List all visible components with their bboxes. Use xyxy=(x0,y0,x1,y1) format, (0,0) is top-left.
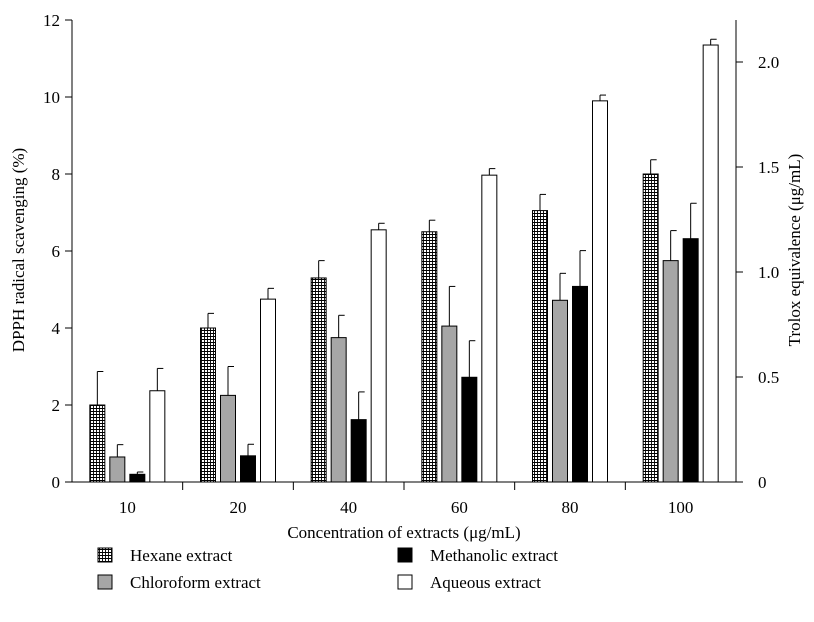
bar xyxy=(532,210,548,483)
y-tick-label: 2 xyxy=(52,396,61,415)
axis-labels: Concentration of extracts (μg/mL) DPPH r… xyxy=(9,148,804,542)
y-tick-label: 12 xyxy=(43,11,60,30)
bar xyxy=(220,394,236,483)
x-axis-title: Concentration of extracts (μg/mL) xyxy=(287,523,520,542)
legend-swatch xyxy=(397,547,413,563)
legend-label: Chloroform extract xyxy=(130,573,261,592)
bar xyxy=(109,456,126,483)
bar xyxy=(702,44,719,483)
y2-tick-label: 0 xyxy=(758,473,767,492)
bar xyxy=(310,277,327,483)
x-tick-label: 20 xyxy=(230,498,247,517)
x-tick-label: 100 xyxy=(668,498,694,517)
bar xyxy=(481,174,498,483)
x-tick-label: 80 xyxy=(562,498,579,517)
legend-label: Methanolic extract xyxy=(430,546,558,565)
legend-label: Hexane extract xyxy=(130,546,233,565)
axes: 0 2 4 6 8 10 12 0 0.5 1.0 1.5 2.0 10 20 40 60 80 100 xyxy=(43,11,779,517)
y-tick-label: 8 xyxy=(52,165,61,184)
legend-swatch xyxy=(97,547,113,563)
y2-tick-label: 1.5 xyxy=(758,158,779,177)
bar xyxy=(642,173,659,483)
bar xyxy=(682,238,699,483)
bar xyxy=(441,325,458,483)
bar xyxy=(592,100,608,483)
bar xyxy=(572,285,588,483)
bar xyxy=(350,419,367,483)
legend-label: Aqueous extract xyxy=(430,573,541,592)
y-tick-label: 6 xyxy=(52,242,61,261)
x-tick-label: 10 xyxy=(119,498,136,517)
bar xyxy=(129,473,146,483)
y2-tick-label: 2.0 xyxy=(758,53,779,72)
x-tick-label: 40 xyxy=(340,498,357,517)
bar xyxy=(149,390,166,483)
y-tick-label: 0 xyxy=(52,473,61,492)
y2-tick-label: 1.0 xyxy=(758,263,779,282)
x-tick-label: 60 xyxy=(451,498,468,517)
bar xyxy=(89,404,106,483)
y2-tick-label: 0.5 xyxy=(758,368,779,387)
bar xyxy=(330,337,347,483)
bars xyxy=(89,38,719,483)
legend-swatch xyxy=(397,574,413,590)
bar xyxy=(370,229,387,483)
y2-axis-title: Trolox equivalence (μg/mL) xyxy=(785,154,804,347)
bar xyxy=(662,260,679,483)
bar xyxy=(461,376,478,483)
y-axis-title: DPPH radical scavenging (%) xyxy=(9,148,28,352)
bar xyxy=(240,455,256,483)
legend-swatch xyxy=(97,574,113,590)
y-tick-label: 10 xyxy=(43,88,60,107)
legend: Hexane extract Chloroform extract Methanol… xyxy=(97,546,558,592)
bar xyxy=(552,299,568,483)
bar xyxy=(260,298,276,483)
bar xyxy=(200,327,216,483)
bar xyxy=(421,231,438,483)
y-tick-label: 4 xyxy=(52,319,61,338)
